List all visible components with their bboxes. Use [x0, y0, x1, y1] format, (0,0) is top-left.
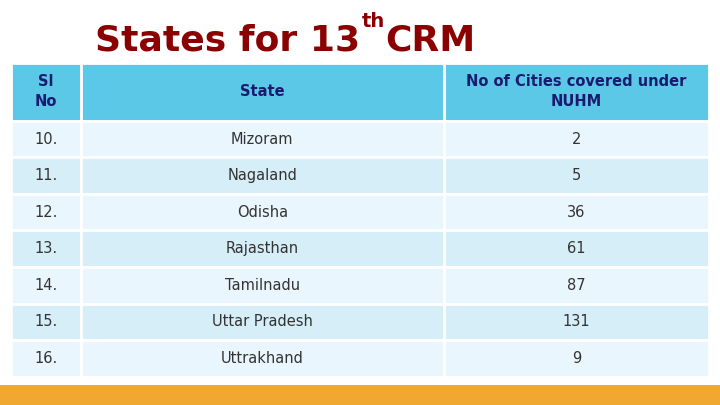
Bar [81, 63, 444, 121]
Bar [444, 194, 709, 230]
Bar [444, 340, 709, 377]
Bar [81, 121, 444, 158]
Text: 11.: 11. [34, 168, 58, 183]
Text: 36: 36 [567, 205, 585, 220]
Text: States for 13: States for 13 [95, 23, 360, 57]
Text: CRM: CRM [385, 23, 475, 57]
Bar [81, 304, 444, 340]
Bar [81, 267, 444, 304]
Bar [11, 158, 81, 194]
Bar [81, 194, 444, 230]
Text: State: State [240, 84, 284, 99]
Bar [444, 63, 709, 121]
Bar [81, 158, 444, 194]
Bar [11, 121, 81, 158]
Text: Uttar Pradesh: Uttar Pradesh [212, 314, 312, 329]
Bar [444, 230, 709, 267]
Text: th: th [362, 13, 385, 31]
Text: 14.: 14. [34, 278, 58, 293]
Bar [81, 340, 444, 377]
Bar [11, 304, 81, 340]
Text: 9: 9 [572, 351, 581, 366]
Text: 12.: 12. [34, 205, 58, 220]
Text: Nagaland: Nagaland [228, 168, 297, 183]
Text: Sl
No: Sl No [35, 75, 57, 109]
Text: 61: 61 [567, 241, 586, 256]
Text: 87: 87 [567, 278, 586, 293]
Text: 16.: 16. [34, 351, 58, 366]
Bar [444, 121, 709, 158]
Bar [11, 194, 81, 230]
Text: No of Cities covered under
NUHM: No of Cities covered under NUHM [467, 75, 687, 109]
Text: 13.: 13. [34, 241, 58, 256]
Bar [11, 340, 81, 377]
Text: 10.: 10. [34, 132, 58, 147]
Text: Rajasthan: Rajasthan [225, 241, 299, 256]
Text: Uttrakhand: Uttrakhand [221, 351, 304, 366]
Text: 131: 131 [563, 314, 590, 329]
Text: Odisha: Odisha [237, 205, 288, 220]
Bar [444, 304, 709, 340]
Text: 2: 2 [572, 132, 581, 147]
Text: Tamilnadu: Tamilnadu [225, 278, 300, 293]
Bar [81, 230, 444, 267]
Text: Mizoram: Mizoram [231, 132, 294, 147]
Bar [11, 267, 81, 304]
Bar [11, 230, 81, 267]
Bar [444, 267, 709, 304]
Text: 15.: 15. [34, 314, 58, 329]
Bar [11, 63, 81, 121]
Text: 5: 5 [572, 168, 581, 183]
Bar [444, 158, 709, 194]
